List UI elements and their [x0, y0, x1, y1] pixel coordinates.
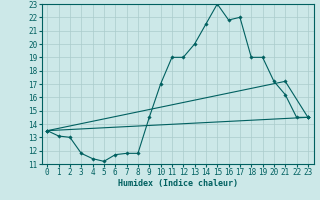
- X-axis label: Humidex (Indice chaleur): Humidex (Indice chaleur): [118, 179, 237, 188]
